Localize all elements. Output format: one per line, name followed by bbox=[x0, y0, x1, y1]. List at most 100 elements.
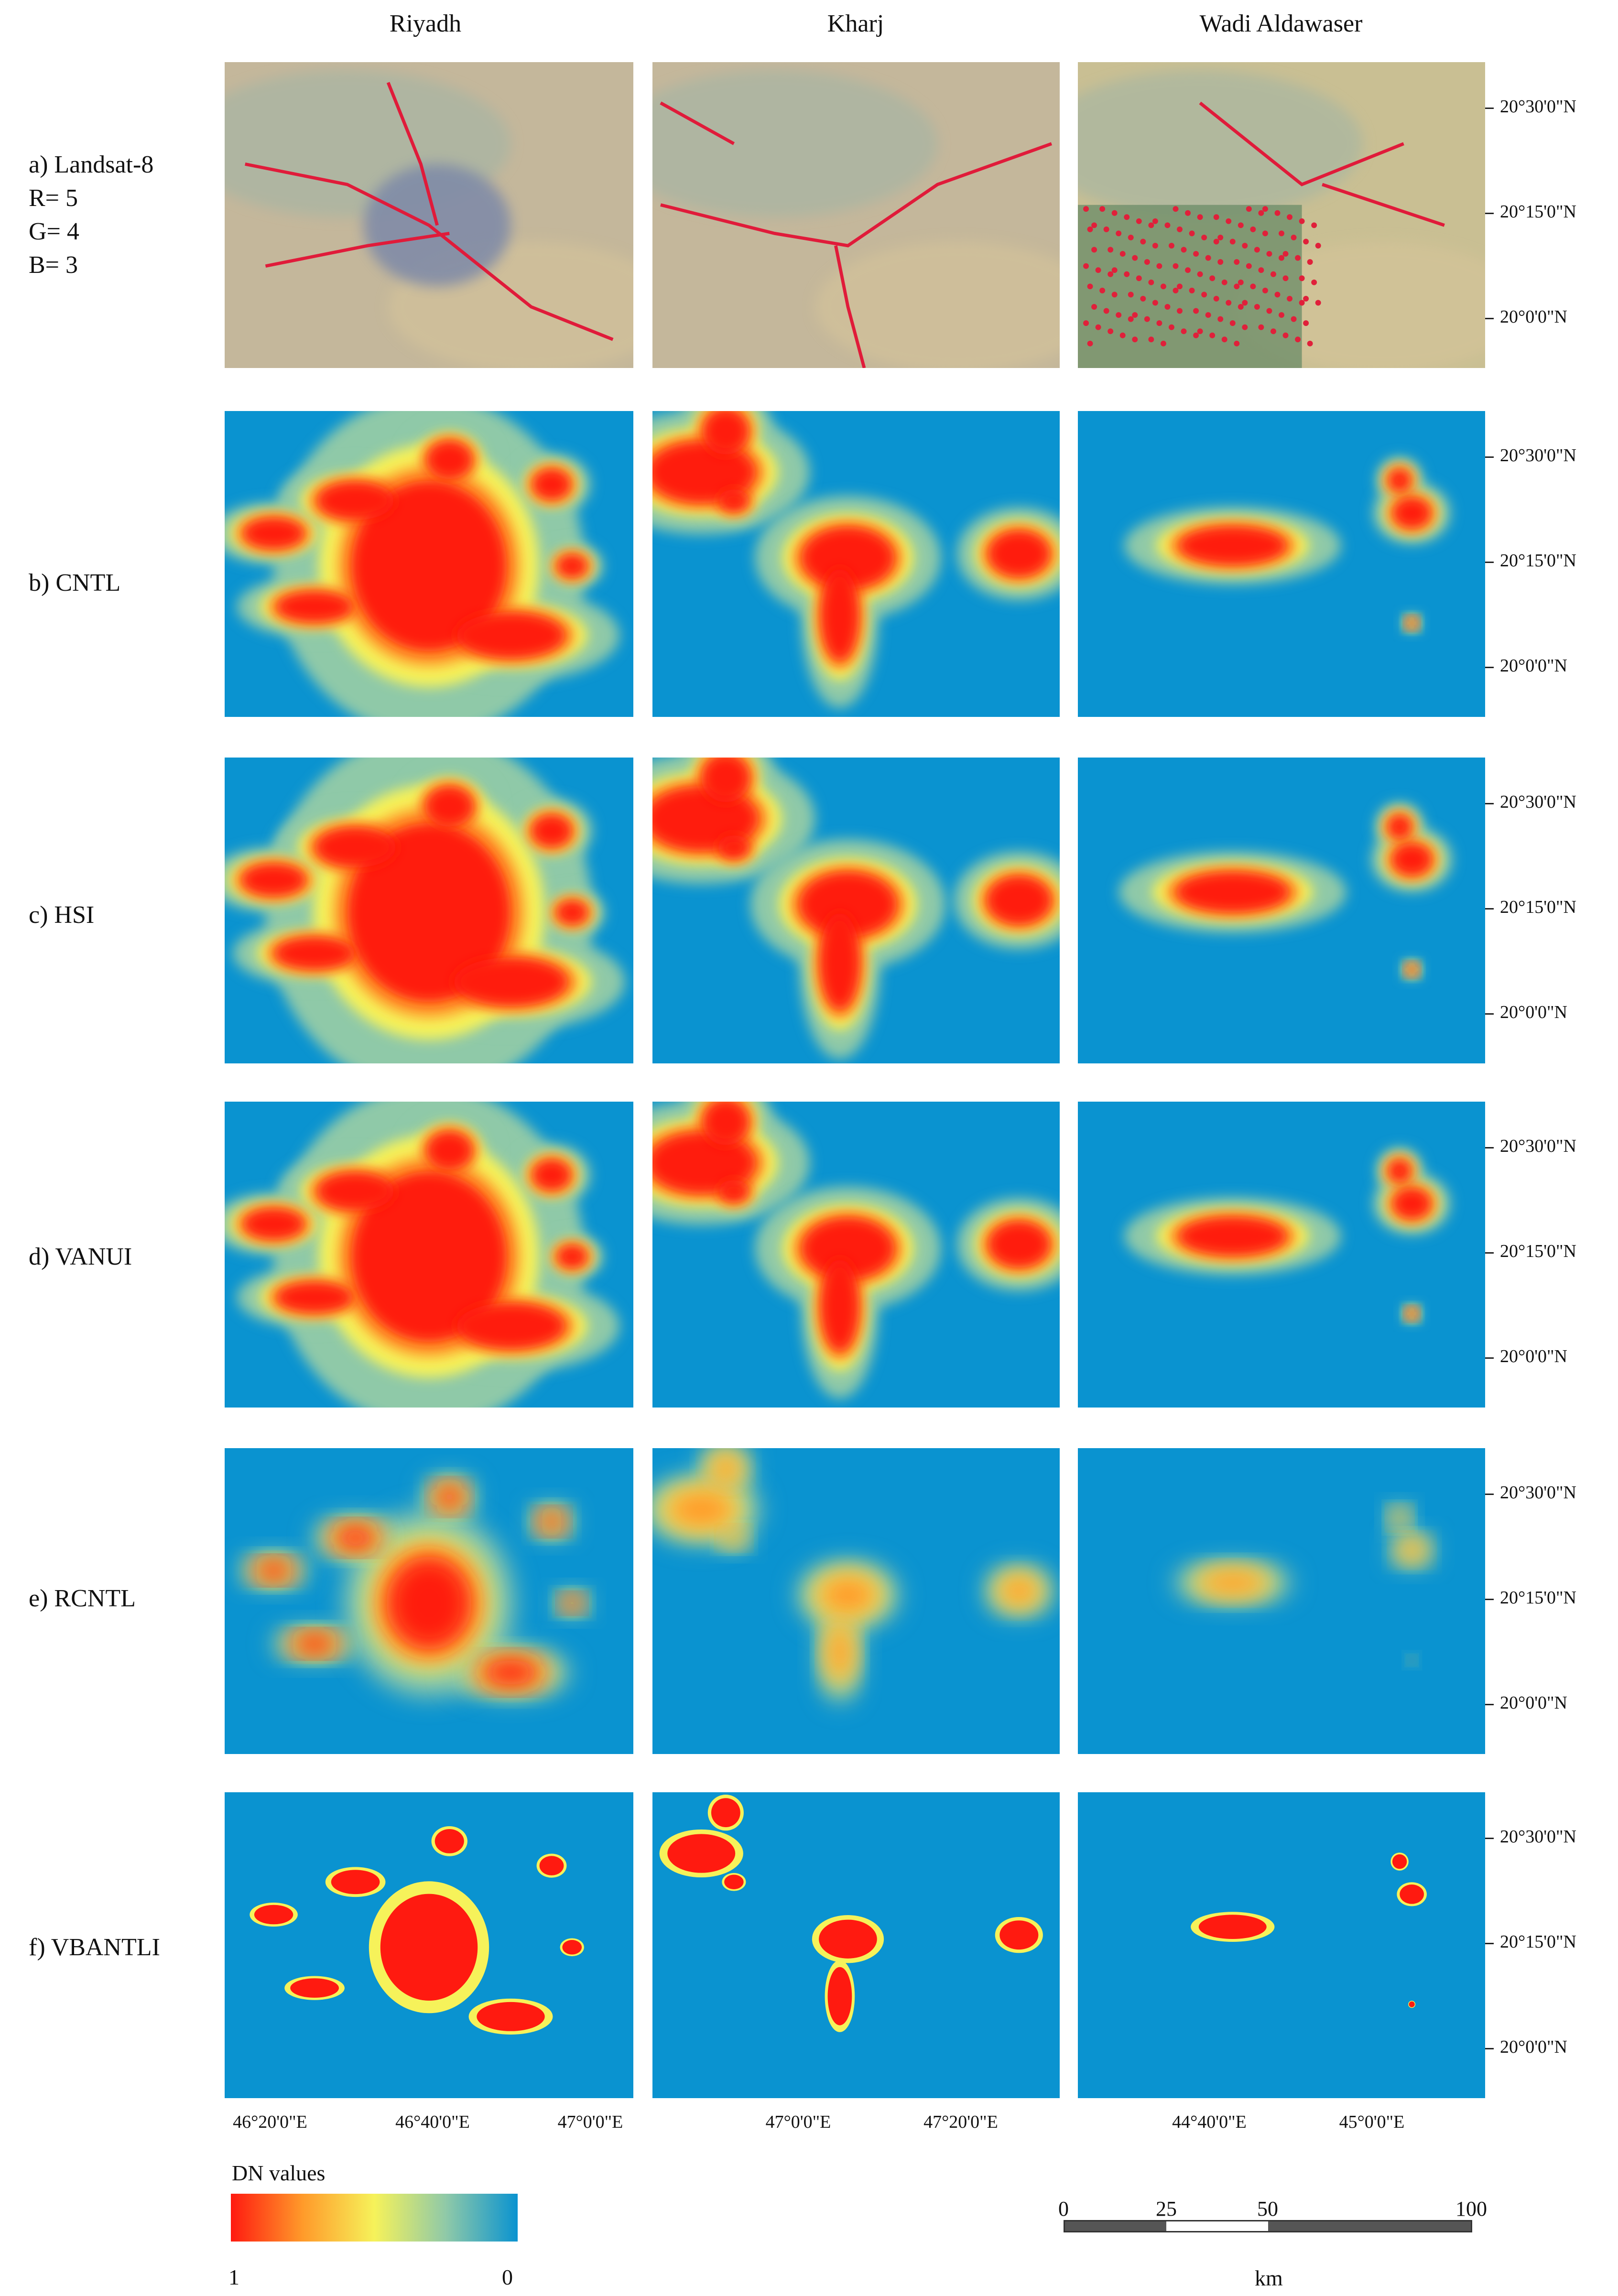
field-dot bbox=[1193, 308, 1199, 314]
field-dot bbox=[1299, 218, 1305, 224]
lit-area-blob bbox=[820, 568, 859, 661]
map-image-landsat-wadi bbox=[1078, 62, 1485, 368]
map-image-vbantli-wadi bbox=[1078, 1792, 1485, 2098]
field-dot bbox=[1128, 234, 1134, 240]
field-dot bbox=[1238, 304, 1244, 310]
map-image-hsi-kharj bbox=[652, 758, 1060, 1063]
field-dot bbox=[1217, 259, 1224, 265]
lit-area-blob bbox=[275, 591, 354, 623]
map-panel-landsat-riyadh bbox=[225, 62, 633, 368]
field-dot bbox=[1116, 312, 1122, 318]
lit-area-blob bbox=[1400, 1884, 1424, 1904]
field-dot bbox=[1128, 292, 1134, 298]
field-dot bbox=[1242, 300, 1248, 306]
field-dot bbox=[1152, 243, 1158, 249]
map-panel-cntl-wadi bbox=[1078, 411, 1485, 717]
lit-area-blob bbox=[710, 1453, 741, 1484]
field-dot bbox=[1140, 295, 1146, 302]
lit-area-blob bbox=[1198, 1915, 1267, 1939]
lit-area-blob bbox=[999, 1920, 1039, 1950]
lit-area-blob bbox=[477, 2002, 545, 2031]
field-dot bbox=[1185, 210, 1191, 216]
column-title-riyadh: Riyadh bbox=[389, 10, 462, 37]
lat-label: 20°0'0"N bbox=[1500, 1346, 1567, 1366]
field-dot bbox=[1234, 283, 1240, 290]
field-dot bbox=[1152, 218, 1158, 224]
lat-label: 20°15'0"N bbox=[1500, 551, 1576, 571]
field-dot bbox=[1095, 267, 1101, 273]
lit-area-blob bbox=[456, 612, 565, 659]
vegetation-line bbox=[660, 101, 735, 145]
lit-area-blob bbox=[1399, 1540, 1424, 1560]
field-dot bbox=[1181, 247, 1187, 253]
lit-area-blob bbox=[351, 480, 507, 651]
field-dot bbox=[1103, 308, 1109, 314]
lon-label-riyadh-2: 46°40'0"E bbox=[395, 2112, 470, 2132]
field-dot bbox=[1168, 243, 1174, 249]
map-panel-hsi-wadi bbox=[1078, 758, 1485, 1063]
lit-area-blob bbox=[1392, 1854, 1407, 1869]
lit-area-blob bbox=[256, 1562, 291, 1579]
lat-tick bbox=[1485, 213, 1494, 214]
lat-tick bbox=[1485, 318, 1494, 319]
field-dot bbox=[1132, 312, 1138, 318]
lit-area-blob bbox=[827, 1622, 853, 1682]
map-panel-rcntl-wadi bbox=[1078, 1448, 1485, 1754]
column-title-kharj: Kharj bbox=[827, 10, 884, 37]
lit-area-blob bbox=[454, 957, 568, 1007]
field-dot bbox=[1205, 255, 1211, 261]
lit-area-blob bbox=[426, 1131, 473, 1170]
lat-label: 20°0'0"N bbox=[1500, 1002, 1567, 1022]
lit-area-blob bbox=[316, 481, 394, 520]
map-panel-rcntl-kharj bbox=[652, 1448, 1060, 1754]
lit-area-blob bbox=[1391, 843, 1433, 876]
row-label-landsat: a) Landsat-8 R= 5 G= 4 B= 3 bbox=[29, 148, 153, 282]
lat-tick bbox=[1485, 2048, 1494, 2049]
lit-area-blob bbox=[801, 1217, 895, 1280]
vegetation-line bbox=[660, 142, 1053, 248]
field-dot bbox=[1258, 324, 1264, 330]
lon-label-wadi-2: 45°0'0"E bbox=[1339, 2112, 1405, 2132]
map-panel-rcntl-riyadh bbox=[225, 1448, 633, 1754]
field-dot bbox=[1116, 230, 1122, 237]
field-dot bbox=[1279, 312, 1284, 318]
field-dot bbox=[1144, 259, 1150, 265]
field-dot bbox=[1229, 238, 1236, 245]
map-panel-landsat-wadi bbox=[1078, 62, 1485, 368]
field-dot bbox=[1311, 222, 1317, 228]
lit-area-blob bbox=[531, 814, 572, 847]
lit-area-blob bbox=[701, 758, 750, 802]
scale-tick-0: 0 bbox=[1058, 2197, 1069, 2220]
lat-tick bbox=[1485, 108, 1494, 109]
map-image-vanui-kharj bbox=[652, 1102, 1060, 1408]
lit-area-blob bbox=[801, 527, 895, 589]
map-image-rcntl-kharj bbox=[652, 1448, 1060, 1754]
field-dot bbox=[1164, 222, 1171, 228]
lit-area-blob bbox=[293, 1635, 336, 1653]
lit-area-blob bbox=[386, 1556, 472, 1650]
lit-area-blob bbox=[555, 900, 588, 925]
lat-label: 20°0'0"N bbox=[1500, 2037, 1567, 2057]
field-dot bbox=[1091, 222, 1097, 228]
lat-label: 20°15'0"N bbox=[1500, 897, 1576, 917]
map-image-vanui-wadi bbox=[1078, 1102, 1485, 1408]
field-dot bbox=[1274, 292, 1281, 298]
field-dot bbox=[1209, 275, 1216, 282]
lat-tick bbox=[1485, 1494, 1494, 1495]
field-dot bbox=[1258, 267, 1264, 273]
field-dot bbox=[1095, 324, 1101, 330]
field-dot bbox=[1128, 316, 1134, 322]
field-dot bbox=[1270, 328, 1276, 335]
lat-tick bbox=[1485, 667, 1494, 668]
vegetation-line bbox=[265, 232, 450, 268]
lon-label-riyadh-1: 46°20'0"E bbox=[233, 2112, 307, 2132]
map-panel-vbantli-wadi bbox=[1078, 1792, 1485, 2098]
vegetation-line bbox=[245, 162, 614, 341]
field-dot bbox=[1213, 238, 1219, 245]
field-dot bbox=[1189, 230, 1195, 237]
map-panel-cntl-kharj bbox=[652, 411, 1060, 717]
field-dot bbox=[1295, 255, 1301, 261]
field-dot bbox=[1193, 332, 1199, 338]
lat-tick bbox=[1485, 1147, 1494, 1148]
field-dot bbox=[1242, 324, 1248, 330]
